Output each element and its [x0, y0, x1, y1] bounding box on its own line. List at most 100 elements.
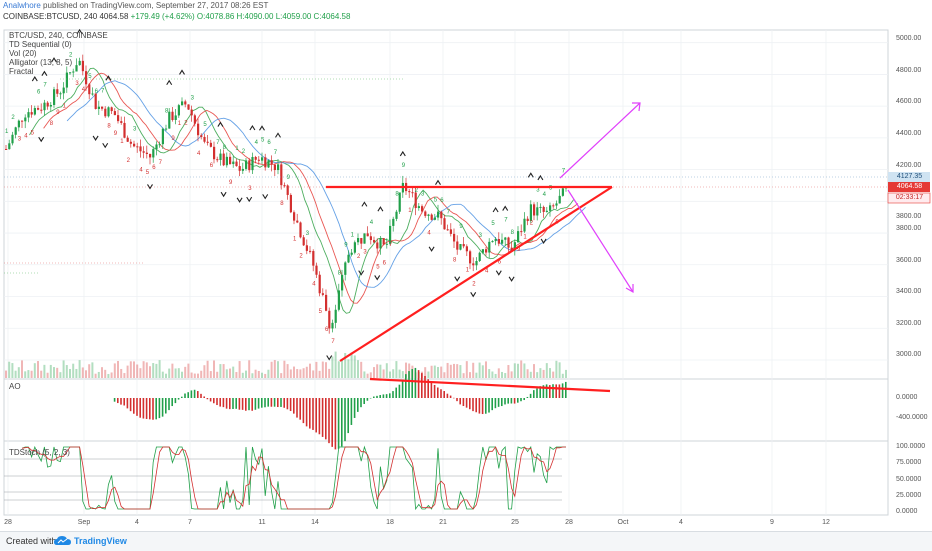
- volume-bar: [373, 367, 375, 378]
- volume-bar: [251, 373, 254, 378]
- ao-bar: [462, 398, 465, 407]
- legend-volume[interactable]: Vol (20): [9, 49, 37, 58]
- candle-body: [101, 106, 104, 109]
- volume-bar: [65, 365, 68, 378]
- legend-alligator[interactable]: Alligator (13, 8, 5): [9, 58, 73, 67]
- volume-bar: [305, 366, 308, 378]
- candle-body: [341, 274, 344, 291]
- ao-trendline[interactable]: [369, 377, 611, 393]
- td-count: 1: [120, 139, 124, 145]
- volume-bar: [366, 373, 369, 378]
- volume-bar: [209, 371, 212, 378]
- ao-bar: [526, 396, 529, 398]
- volume-bar: [337, 361, 340, 378]
- candle-body: [321, 293, 324, 295]
- candle-body: [357, 238, 360, 243]
- ao-bar: [289, 398, 292, 412]
- ao-bar: [347, 398, 349, 434]
- candle-body: [549, 205, 552, 211]
- legend-fractal[interactable]: Fractal: [9, 67, 34, 76]
- countdown-tag: 02:33:17: [895, 194, 924, 201]
- legend-td-sequential[interactable]: TD Sequential (0): [9, 40, 72, 49]
- fractal-down-marker: [220, 191, 227, 198]
- volume-bar: [456, 364, 459, 378]
- main-pane[interactable]: [3, 29, 889, 380]
- ao-bar: [507, 398, 509, 404]
- candle-body: [213, 146, 216, 160]
- candle-body: [65, 72, 68, 88]
- ao-bar: [280, 398, 282, 407]
- candle-body: [232, 161, 235, 165]
- candle-body: [296, 220, 299, 223]
- ao-label[interactable]: AO: [9, 382, 21, 391]
- candle-body: [305, 245, 308, 251]
- volume-bar: [443, 372, 446, 378]
- volume-bar: [158, 360, 161, 378]
- symbol-label[interactable]: COINBASE:BTCUSD, 240: [3, 12, 98, 21]
- ao-bar: [517, 398, 519, 403]
- candle-body: [520, 231, 523, 233]
- volume-bar: [497, 368, 500, 378]
- ao-bar: [395, 387, 397, 398]
- candle-body: [94, 93, 97, 109]
- fractal-up-marker: [179, 69, 185, 75]
- footer-brand-link[interactable]: TradingView: [74, 536, 127, 546]
- td-count: 2: [472, 281, 476, 287]
- price-tick: 4600.00: [896, 98, 922, 105]
- td-count: 7: [331, 339, 335, 345]
- ao-bar: [273, 398, 276, 407]
- candle-body: [123, 122, 126, 138]
- volume-bar: [392, 369, 395, 378]
- fractal-up-marker: [275, 132, 281, 138]
- candle-body: [309, 250, 312, 252]
- volume-bar: [187, 363, 190, 378]
- ao-bar: [443, 391, 445, 398]
- ao-bar: [315, 398, 317, 433]
- ao-bar: [494, 398, 497, 409]
- projection-up-arrow[interactable]: [559, 102, 641, 179]
- candle-body: [200, 135, 203, 137]
- td-count: 3: [363, 249, 367, 255]
- candle-body: [421, 206, 424, 212]
- volume-bar: [27, 370, 30, 378]
- volume-bar: [206, 360, 209, 378]
- fractal-down-marker: [236, 197, 243, 203]
- volume-bar: [302, 368, 305, 378]
- candle-body: [440, 211, 443, 219]
- volume-bar: [190, 372, 193, 378]
- legend-title[interactable]: BTC/USD, 240, COINBASE: [9, 31, 108, 40]
- ao-bar: [238, 398, 241, 410]
- td-count: 4: [139, 167, 143, 173]
- stoch-tick: 0.0000: [896, 508, 918, 515]
- ao-bar: [152, 398, 154, 420]
- candle-body: [382, 238, 385, 245]
- candle-body: [88, 84, 91, 95]
- candle-body: [62, 87, 65, 94]
- ao-bar: [145, 398, 148, 419]
- volume-bar: [40, 370, 43, 378]
- stoch-label[interactable]: TDStoch (5, 2, 3): [9, 448, 70, 457]
- x-tick: 18: [386, 519, 394, 526]
- volume-bar: [379, 364, 382, 378]
- td-count: 9: [459, 224, 463, 230]
- volume-bar: [321, 361, 324, 378]
- volume-bar: [510, 371, 513, 378]
- author-link[interactable]: Analwhore: [3, 1, 41, 10]
- support-trendline[interactable]: [339, 186, 613, 362]
- volume-bar: [357, 360, 359, 378]
- volume-bar: [193, 373, 196, 378]
- volume-bar: [565, 369, 567, 378]
- ao-bar: [536, 388, 538, 398]
- footer-created-text: Created with: [6, 536, 57, 546]
- volume-bar: [385, 363, 388, 378]
- volume-bar: [376, 364, 379, 378]
- ao-bar: [555, 384, 557, 398]
- candle-body: [46, 102, 49, 107]
- candle-body: [517, 231, 520, 243]
- projection-down-arrow[interactable]: [567, 189, 634, 293]
- ao-pane[interactable]: [3, 378, 889, 442]
- volume-bar: [267, 369, 270, 378]
- ao-bar: [177, 398, 180, 400]
- ao-bar: [267, 398, 269, 407]
